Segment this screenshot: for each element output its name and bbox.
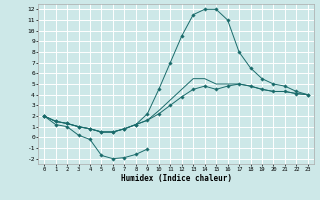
X-axis label: Humidex (Indice chaleur): Humidex (Indice chaleur) bbox=[121, 174, 231, 183]
